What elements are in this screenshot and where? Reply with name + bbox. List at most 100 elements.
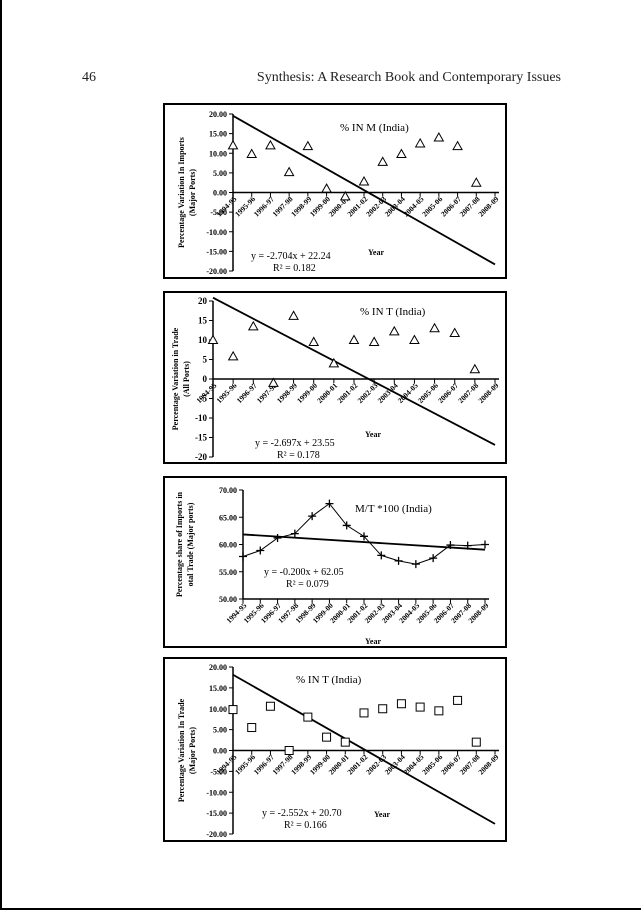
data-point-triangle [339, 190, 351, 201]
data-point-triangle [470, 177, 482, 187]
y-tick-label: 5 [203, 355, 208, 365]
y-tick-label: 65.00 [219, 513, 237, 522]
trendline [232, 673, 496, 825]
x-tick-label: 2001-02 [335, 381, 359, 405]
y-tick-label: 15 [198, 316, 208, 326]
chart-title: M/T *100 (India) [355, 503, 432, 515]
data-point-triangle [328, 357, 340, 368]
trend-r-squared: R² = 0.178 [277, 450, 320, 461]
data-point-triangle [283, 166, 295, 177]
y-tick-label: -5.00 [210, 208, 227, 217]
data-point-triangle [429, 322, 440, 333]
y-axis-label: otal Trade (Major ports) [186, 502, 195, 586]
x-axis-label: Year [368, 248, 384, 257]
data-point-plus [463, 541, 472, 550]
data-point-triangle [288, 310, 299, 320]
data-point-triangle [321, 183, 332, 193]
y-axis-label: Percentage Variation in Trade [171, 327, 180, 430]
y-tick-label: 20 [198, 296, 208, 306]
y-tick-label: -20 [195, 452, 207, 462]
page-left-edge [0, 0, 2, 910]
x-tick-label: 2008-09 [476, 194, 500, 218]
data-point-triangle [308, 336, 320, 346]
data-point-square [322, 732, 332, 742]
data-point-square [265, 701, 275, 711]
chart-title: % IN M (India) [340, 122, 409, 134]
page-number: 46 [82, 70, 96, 85]
x-tick-label: 1999-00 [295, 381, 319, 405]
y-tick-label: -15.00 [206, 247, 227, 256]
chart-svg: 20151050-5-10-15-201994-951995-961996-97… [171, 296, 501, 462]
page-bottom-edge [0, 908, 641, 910]
y-tick-label: 15.00 [209, 130, 227, 139]
data-point-square [453, 695, 463, 705]
data-point-triangle [302, 140, 314, 151]
y-tick-label: -5.00 [210, 767, 227, 776]
y-tick-label: 0.00 [213, 189, 227, 198]
data-point-triangle [433, 132, 445, 142]
chart-title: % IN T (India) [296, 674, 362, 686]
data-point-square [471, 737, 481, 747]
y-axis-label: Percentage Variation In Imports [177, 137, 186, 248]
y-tick-label: 70.00 [219, 486, 237, 495]
x-tick-label: 1998-99 [275, 381, 299, 405]
chart-trade-variation-all-ports: 20 15 10 5 0 -5 -10 -15 -20 1994-95 1995-96 1996-97… [163, 291, 507, 464]
y-tick-label: 55.00 [219, 568, 237, 577]
data-point-plus [256, 546, 265, 555]
data-point-plus [411, 560, 420, 569]
x-tick-label: 2007-08 [456, 381, 480, 405]
data-point-triangle [414, 137, 426, 148]
trendline [232, 115, 496, 266]
data-point-plus [342, 521, 351, 530]
y-tick-label: -20.00 [206, 267, 227, 276]
data-point-square [434, 706, 444, 716]
y-tick-label: 5.00 [213, 169, 227, 178]
data-point-triangle [207, 334, 219, 344]
x-tick-label: 2006-07 [436, 381, 460, 405]
x-axis-label: Year [365, 637, 381, 646]
y-axis-label: (Major Ports) [188, 169, 197, 217]
data-point-square [415, 702, 425, 712]
y-tick-label: 50.00 [219, 595, 237, 604]
x-tick-label: 2000-01 [315, 381, 339, 405]
data-point-square [228, 705, 238, 715]
x-axis-label: Year [365, 430, 381, 439]
y-axis-label: (Major Ports) [188, 727, 197, 775]
y-axis-label: Percentage Variation In Trade [177, 698, 186, 802]
data-point-square [284, 746, 294, 755]
y-tick-label: 20.00 [209, 110, 227, 119]
y-axis-label: Percentage share of Imports in [175, 491, 184, 597]
chart-title: % IN T (India) [360, 306, 426, 318]
chart-svg: 70.0065.0060.0055.0050.001994-951995-961… [175, 486, 491, 646]
data-point-triangle [469, 363, 481, 374]
x-tick-label: 2005-06 [416, 381, 440, 405]
data-point-triangle [452, 140, 463, 151]
y-tick-label: -15.00 [206, 809, 227, 818]
data-point-plus [290, 529, 299, 538]
chart-svg: 20.00 15.00 10.00 5.00 0.00 -5.00 -10.00 -15.00… [177, 663, 501, 839]
data-point-triangle [265, 139, 276, 150]
chart-import-share: 70.00 65.00 60.00 55.00 50.00 1994-95 1995-96 1… [163, 476, 507, 648]
x-tick-label: 2008-09 [476, 381, 500, 405]
data-point-plus [377, 551, 386, 560]
data-point-triangle [227, 350, 239, 361]
y-tick-label: 60.00 [219, 541, 237, 550]
data-point-triangle [368, 336, 380, 346]
data-point-square [303, 712, 313, 722]
data-point-triangle [409, 334, 420, 344]
y-tick-label: 5.00 [213, 726, 227, 735]
chart-trade-variation-major-ports: 20.00 15.00 10.00 5.00 0.00 -5.00 -10.00 -15.00… [163, 657, 507, 842]
trend-r-squared: R² = 0.079 [286, 579, 329, 590]
y-tick-label: 20.00 [209, 663, 227, 672]
chart-imports-variation: 20.00 15.00 10.00 5.00 0.00 -5.00 -10.00 -15.00… [163, 103, 507, 279]
data-point-triangle [348, 334, 360, 344]
x-tick-label: 2002-03 [356, 381, 380, 405]
running-head: Synthesis: A Research Book and Contempor… [256, 70, 561, 85]
data-point-square [378, 704, 388, 714]
data-point-plus [308, 512, 317, 521]
x-tick-label: 2004-05 [396, 381, 420, 405]
y-tick-label: -15 [195, 433, 207, 443]
trend-equation: y = -2.697x + 23.55 [255, 438, 335, 449]
data-point-square [396, 699, 406, 709]
data-point-square [247, 723, 257, 733]
